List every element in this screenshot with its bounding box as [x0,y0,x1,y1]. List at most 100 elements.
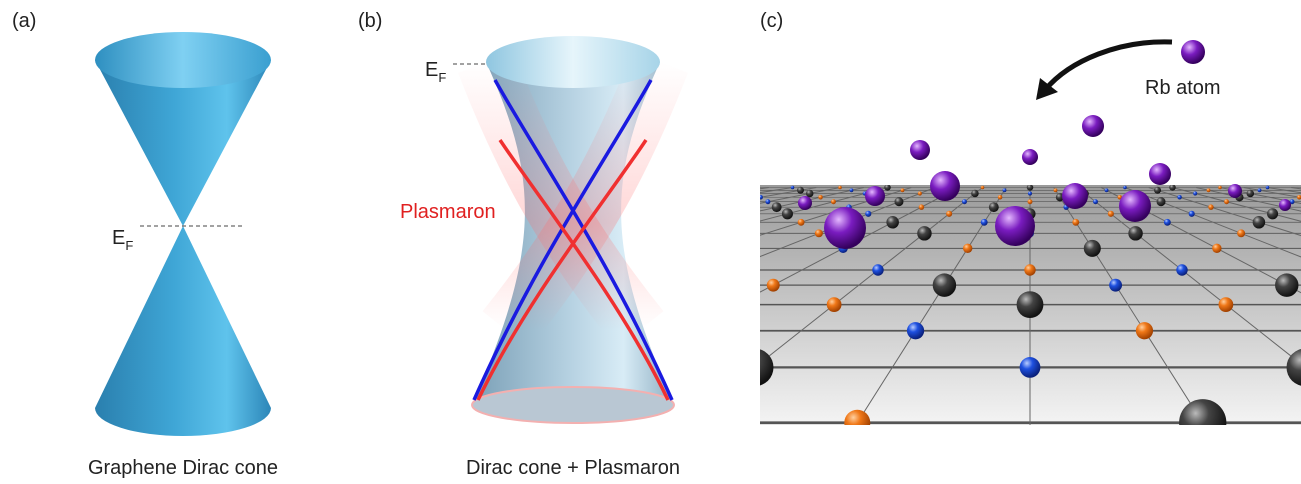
bond [1053,187,1205,425]
atom [872,264,884,276]
atom [753,191,757,195]
atom [946,210,953,217]
atom [1208,204,1214,210]
atom [906,322,925,340]
atom [1267,208,1279,220]
atom [1246,189,1255,198]
atom [980,218,988,226]
atom [1016,291,1044,319]
atom [1104,188,1109,193]
atom [1128,226,1143,241]
atom [917,226,932,241]
atom [1188,210,1195,217]
fermi-label: EF [112,227,133,253]
atom [771,202,782,213]
atom [865,210,872,217]
rb-atom [798,196,812,210]
atom [1206,188,1211,193]
atom [838,185,842,190]
atom [900,188,905,193]
bond [1124,187,1301,258]
atom [963,243,973,254]
rb-atom [1082,115,1104,137]
bond [1148,187,1301,237]
atom [1237,229,1246,238]
atom [1027,191,1033,196]
rb-label: Rb atom [1145,77,1221,99]
rb-atom [930,171,960,201]
atom [1026,185,1034,191]
atom [997,194,1003,200]
atom [1109,278,1123,292]
atom [980,185,985,190]
atom [971,189,979,198]
atom [1177,194,1182,200]
atom [1289,199,1295,205]
atom [818,194,823,200]
panel-label: (a) [12,10,36,32]
atom [1179,399,1227,425]
atom [1169,185,1176,191]
atom [844,409,871,425]
atom [814,229,823,238]
panel-label: (c) [760,10,783,32]
rb-atom [1022,149,1038,165]
atom [760,349,774,386]
bond [855,187,1007,425]
bond [1101,187,1301,294]
dirac-cone-plasmaron [458,36,688,424]
atom [796,186,804,194]
atom [1107,210,1114,217]
atom [830,199,836,205]
rb-atom [1181,40,1205,64]
atom [1286,349,1301,386]
arrow [1043,39,1173,92]
rb-atom [995,206,1035,246]
rb-atom [1119,190,1151,222]
atom [1135,322,1154,340]
atom [1163,218,1171,226]
atom [1055,193,1065,202]
atom [797,218,805,226]
rb-atom [824,207,866,249]
atom [1176,264,1188,276]
atom [1218,297,1234,313]
rb-atom [1228,184,1242,198]
atom [1193,191,1198,196]
caption: Graphene Dirac cone [88,457,278,479]
atom [742,184,749,191]
atom [917,191,922,196]
atom [748,188,752,192]
atom [805,189,814,198]
atom [1154,186,1162,194]
rb-atom [865,186,885,206]
atom [1218,185,1222,190]
bond [0,188,555,436]
atom [1093,199,1098,205]
atom [1072,218,1080,226]
atom [886,216,899,229]
atom [1123,185,1127,190]
atom [1024,264,1036,276]
atom [1252,216,1266,229]
atom [790,185,795,190]
atom [918,204,925,210]
atom [1083,239,1101,257]
atom [1002,188,1007,193]
rb-atom [910,140,930,160]
arrow-head [1036,78,1058,100]
panel-label: (b) [358,10,382,32]
dirac-cone [95,32,271,436]
atom [1275,273,1299,297]
bond [760,187,912,236]
atom [1224,199,1230,205]
rb-atom [1279,199,1291,211]
atom [932,273,957,297]
atom [826,297,842,313]
plasmaron-label: Plasmaron [400,201,496,223]
atom [1156,197,1166,207]
atom [884,185,891,191]
caption: Dirac cone + Plasmaron [466,457,680,479]
rb-atom [1149,163,1171,185]
